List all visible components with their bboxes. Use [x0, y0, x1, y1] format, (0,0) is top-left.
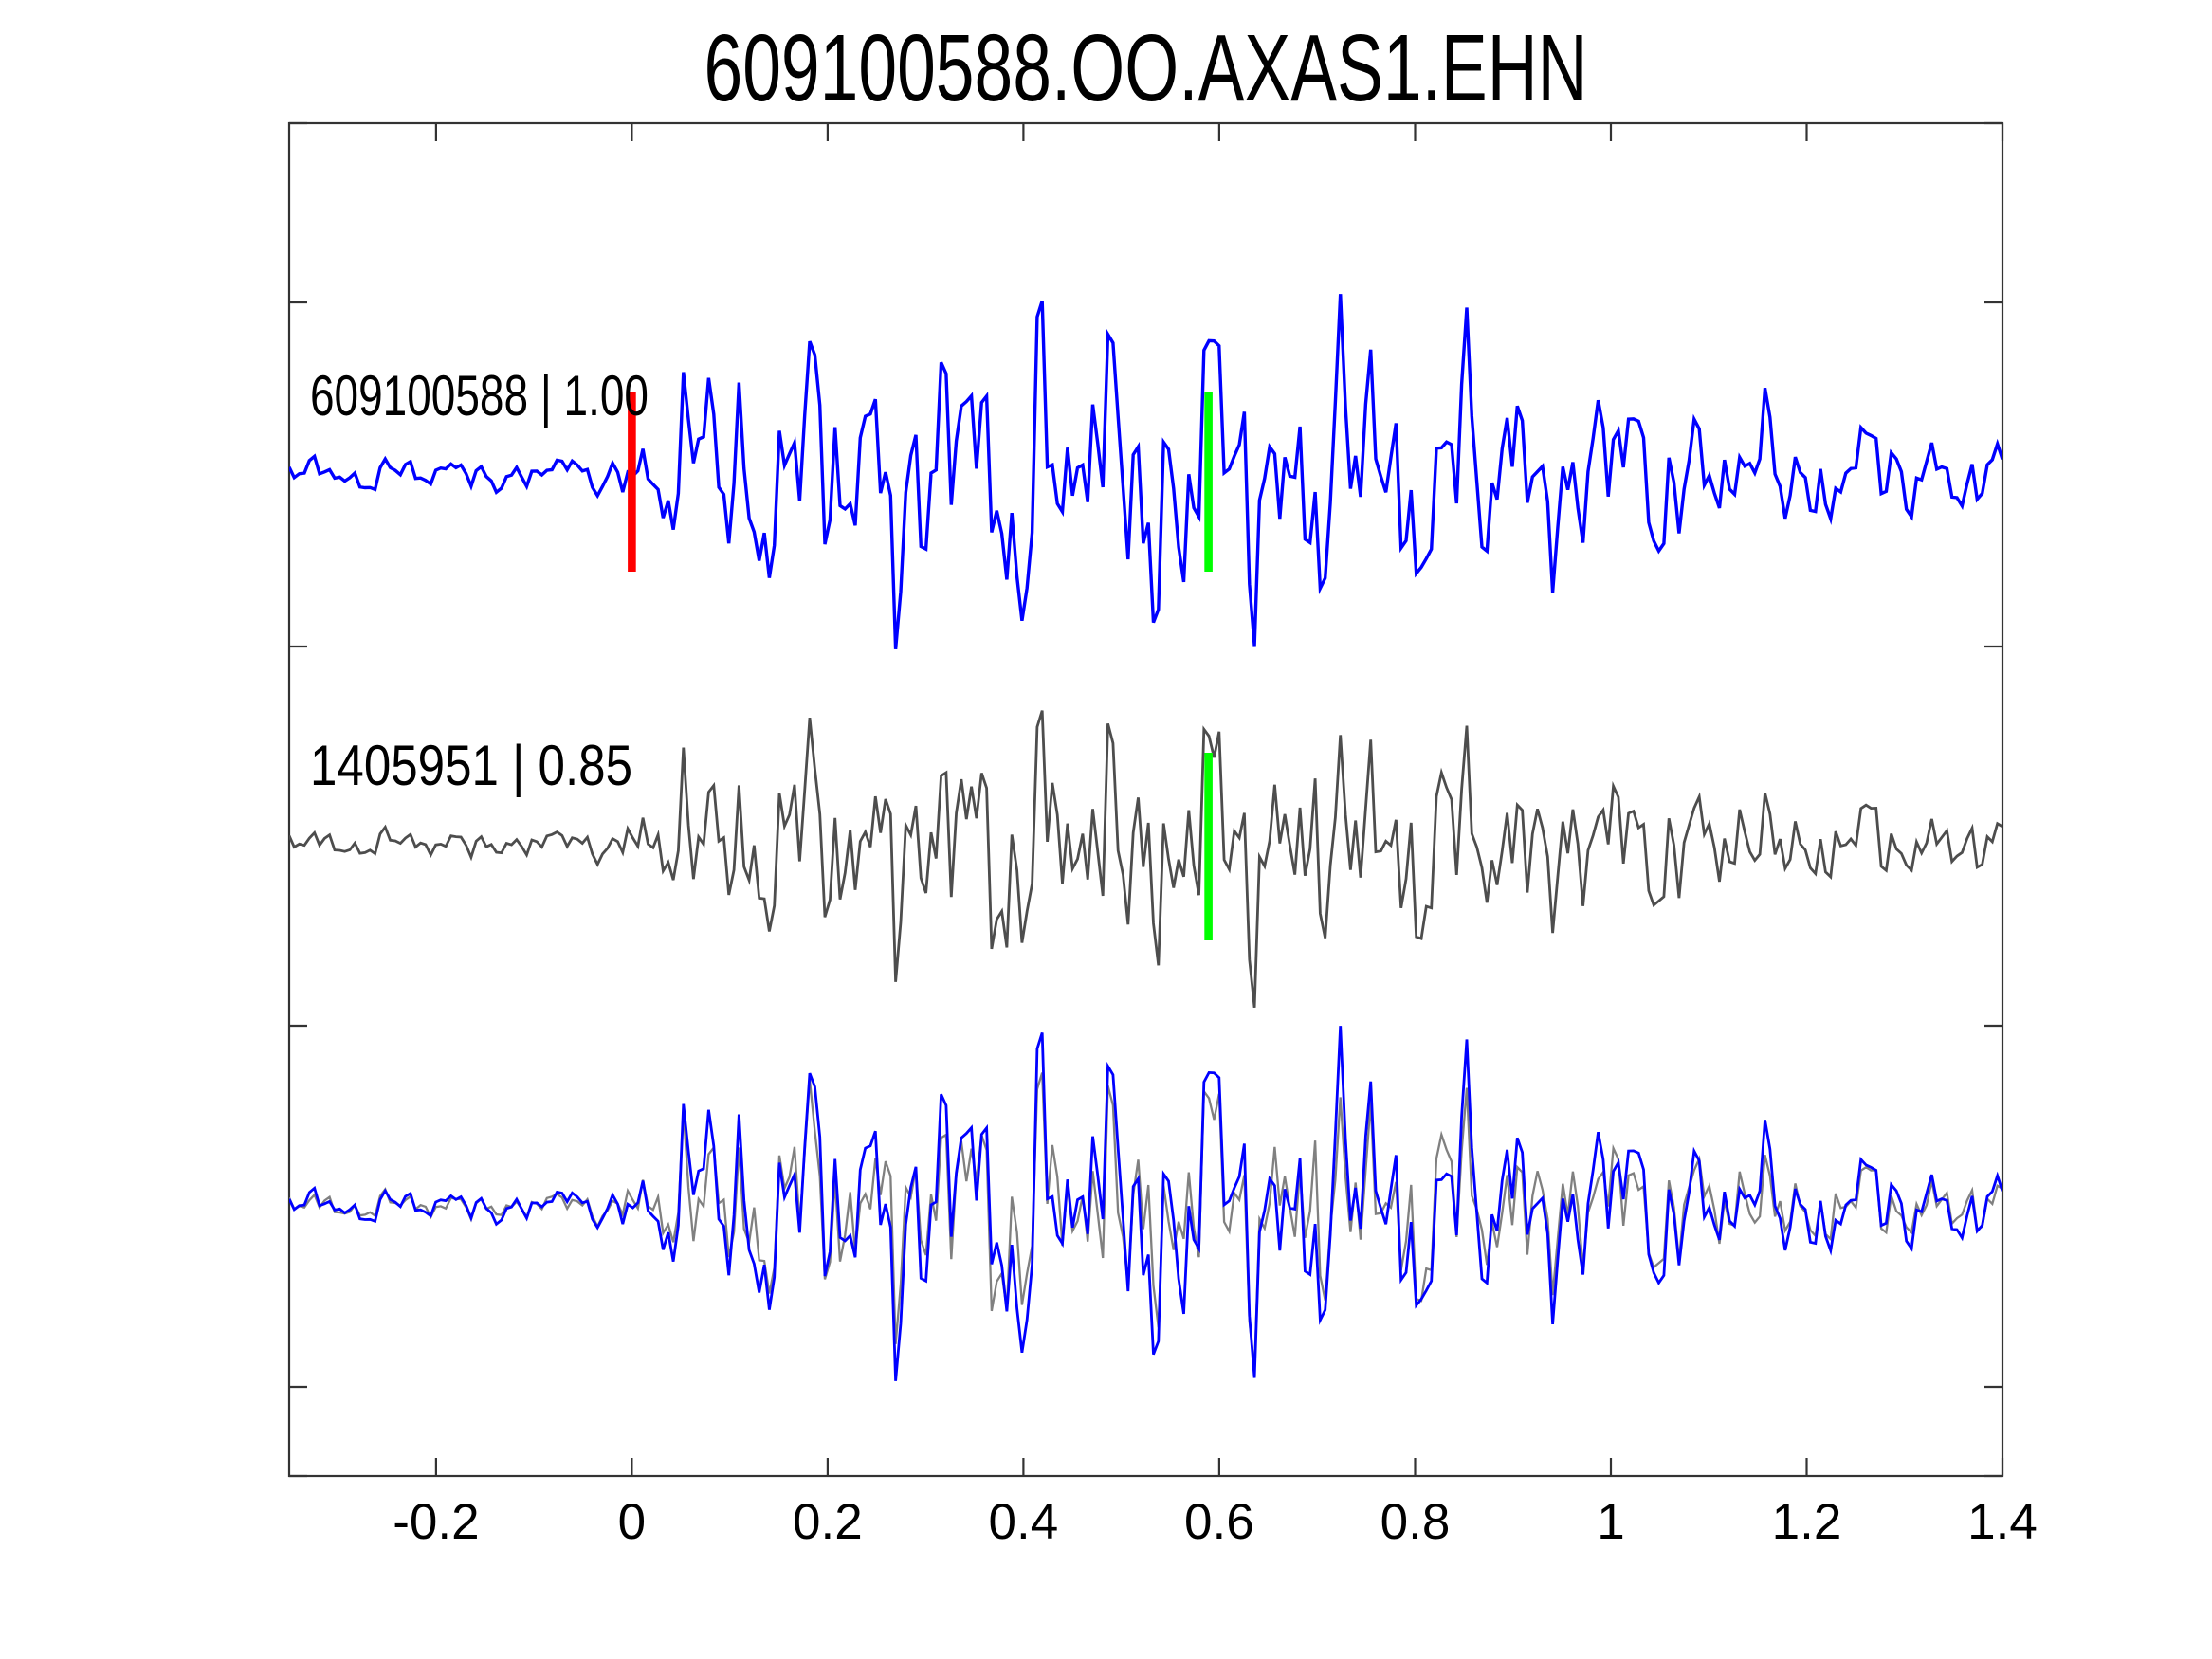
svg-text:-0.2: -0.2	[393, 1494, 479, 1550]
svg-text:609100588 | 1.00: 609100588 | 1.00	[310, 364, 649, 428]
svg-text:609100588.OO.AXAS1.EHN: 609100588.OO.AXAS1.EHN	[704, 15, 1588, 121]
svg-text:1.2: 1.2	[1772, 1494, 1842, 1550]
svg-text:1405951 | 0.85: 1405951 | 0.85	[310, 734, 632, 797]
svg-text:0: 0	[618, 1494, 646, 1550]
svg-text:1.4: 1.4	[1967, 1494, 2038, 1550]
svg-text:0.2: 0.2	[793, 1494, 863, 1550]
svg-text:0.6: 0.6	[1184, 1494, 1254, 1550]
svg-text:0.4: 0.4	[989, 1494, 1059, 1550]
svg-text:1: 1	[1597, 1494, 1624, 1550]
svg-text:0.8: 0.8	[1380, 1494, 1451, 1550]
